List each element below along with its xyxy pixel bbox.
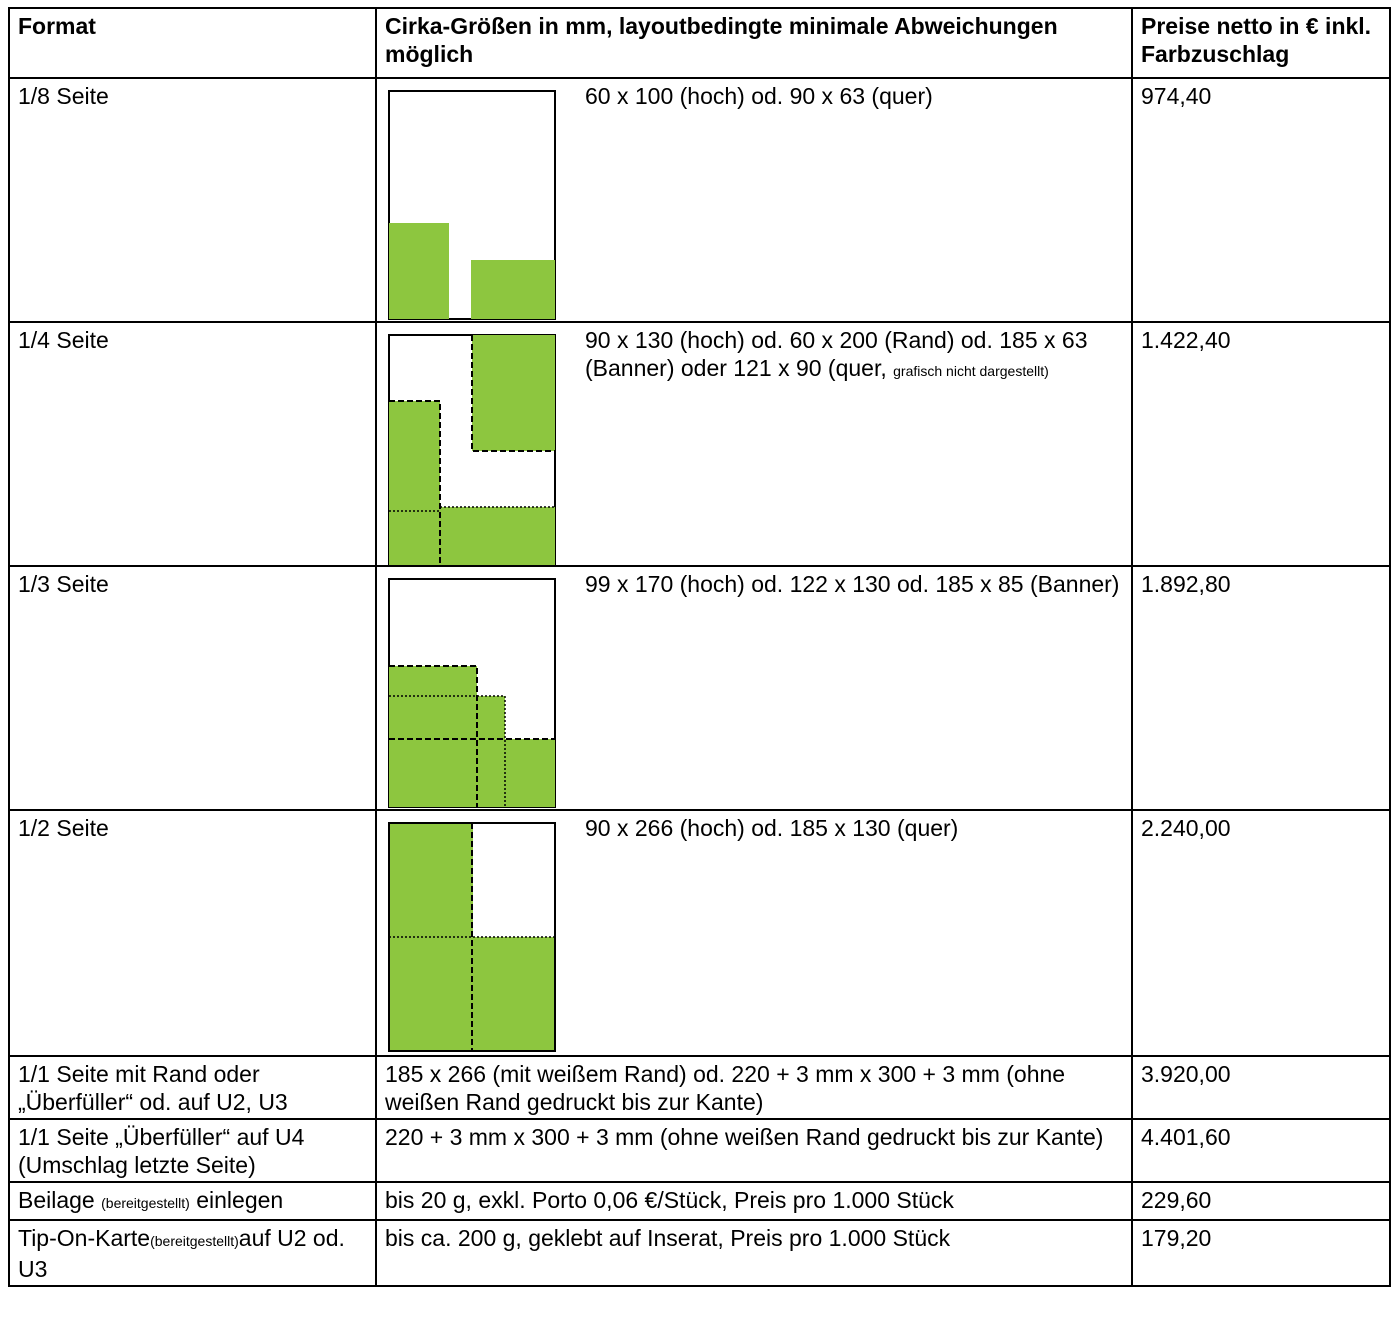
format-cell: Tip-On-Karte(bereitgestellt)auf U2 od. U… — [8, 1219, 377, 1287]
size-cell: bis ca. 200 g, geklebt auf Inserat, Prei… — [375, 1219, 1133, 1287]
size-text: 99 x 170 (hoch) od. 122 x 130 od. 185 x … — [585, 571, 1120, 597]
header-row: Format Cirka-Größen in mm, layoutbedingt… — [8, 7, 1391, 79]
format-label: Tip-On-Karte — [18, 1225, 151, 1251]
ad-area-banner — [389, 507, 555, 565]
format-cell: Beilage (bereitgestellt) einlegen — [8, 1181, 377, 1221]
table-row: 1/1 Seite mit Rand oder „Überfüller“ od.… — [8, 1055, 1391, 1120]
table-row: 1/2 Seite 90 x 266 (hoch) od. 185 x 130 … — [8, 809, 1391, 1057]
price-cell: 179,20 — [1131, 1219, 1391, 1287]
size-cell: 90 x 130 (hoch) od. 60 x 200 (Rand) od. … — [375, 321, 1133, 567]
size-cell: 185 x 266 (mit weißem Rand) od. 220 + 3 … — [375, 1055, 1133, 1120]
format-note: (bereitgestellt) — [101, 1195, 190, 1211]
header-price: Preise netto in € inkl. Farbzuschlag — [1131, 7, 1391, 79]
size-cell: 60 x 100 (hoch) od. 90 x 63 (quer) — [375, 77, 1133, 323]
size-note: grafisch nicht dargestellt) — [893, 363, 1049, 379]
layout-diagram-quarter — [388, 334, 556, 565]
size-cell: 99 x 170 (hoch) od. 122 x 130 od. 185 x … — [375, 565, 1133, 811]
format-cell: 1/1 Seite „Überfüller“ auf U4 (Umschlag … — [8, 1118, 377, 1183]
price-table: Format Cirka-Größen in mm, layoutbedingt… — [8, 7, 1391, 1287]
size-cell: 90 x 266 (hoch) od. 185 x 130 (quer) — [375, 809, 1133, 1057]
size-cell: 220 + 3 mm x 300 + 3 mm (ohne weißen Ran… — [375, 1118, 1133, 1183]
format-cell: 1/2 Seite — [8, 809, 377, 1057]
price-cell: 3.920,00 — [1131, 1055, 1391, 1120]
layout-diagram-half — [388, 822, 556, 1052]
format-cell: 1/3 Seite — [8, 565, 377, 811]
table-row: 1/3 Seite 99 x 170 (hoch) od. 122 x 130 … — [8, 565, 1391, 811]
table-row: 1/8 Seite 60 x 100 (hoch) od. 90 x 63 (q… — [8, 77, 1391, 323]
price-cell: 2.240,00 — [1131, 809, 1391, 1057]
size-cell: bis 20 g, exkl. Porto 0,06 €/Stück, Prei… — [375, 1181, 1133, 1221]
format-label: Beilage — [18, 1187, 95, 1213]
ad-area-wide — [471, 260, 555, 319]
price-cell: 229,60 — [1131, 1181, 1391, 1221]
price-cell: 1.892,80 — [1131, 565, 1391, 811]
size-text: 90 x 266 (hoch) od. 185 x 130 (quer) — [585, 815, 959, 841]
price-cell: 4.401,60 — [1131, 1118, 1391, 1183]
table-row: 1/4 Seite 90 x 130 (hoch) od. 60 x — [8, 321, 1391, 567]
table-row: Beilage (bereitgestellt) einlegen bis 20… — [8, 1181, 1391, 1221]
size-text: 60 x 100 (hoch) od. 90 x 63 (quer) — [585, 83, 933, 109]
format-cell: 1/4 Seite — [8, 321, 377, 567]
format-cell: 1/8 Seite — [8, 77, 377, 323]
header-format: Format — [8, 7, 377, 79]
layout-diagram-eighth — [388, 90, 556, 320]
header-size: Cirka-Größen in mm, layoutbedingte minim… — [375, 7, 1133, 79]
size-text: 90 x 130 (hoch) od. 60 x 200 (Rand) od. … — [585, 327, 1088, 381]
ad-area-high — [472, 335, 555, 451]
ad-area-high — [389, 223, 449, 319]
price-cell: 974,40 — [1131, 77, 1391, 323]
ad-area-banner — [389, 739, 555, 807]
table-row: Tip-On-Karte(bereitgestellt)auf U2 od. U… — [8, 1219, 1391, 1287]
price-cell: 1.422,40 — [1131, 321, 1391, 567]
format-cell: 1/1 Seite mit Rand oder „Überfüller“ od.… — [8, 1055, 377, 1120]
table-row: 1/1 Seite „Überfüller“ auf U4 (Umschlag … — [8, 1118, 1391, 1183]
format-label-suffix: einlegen — [196, 1187, 284, 1213]
format-label-suffix: auf U2 od. U3 — [18, 1225, 345, 1282]
format-note: (bereitgestellt) — [150, 1233, 239, 1249]
layout-diagram-third — [388, 578, 556, 808]
